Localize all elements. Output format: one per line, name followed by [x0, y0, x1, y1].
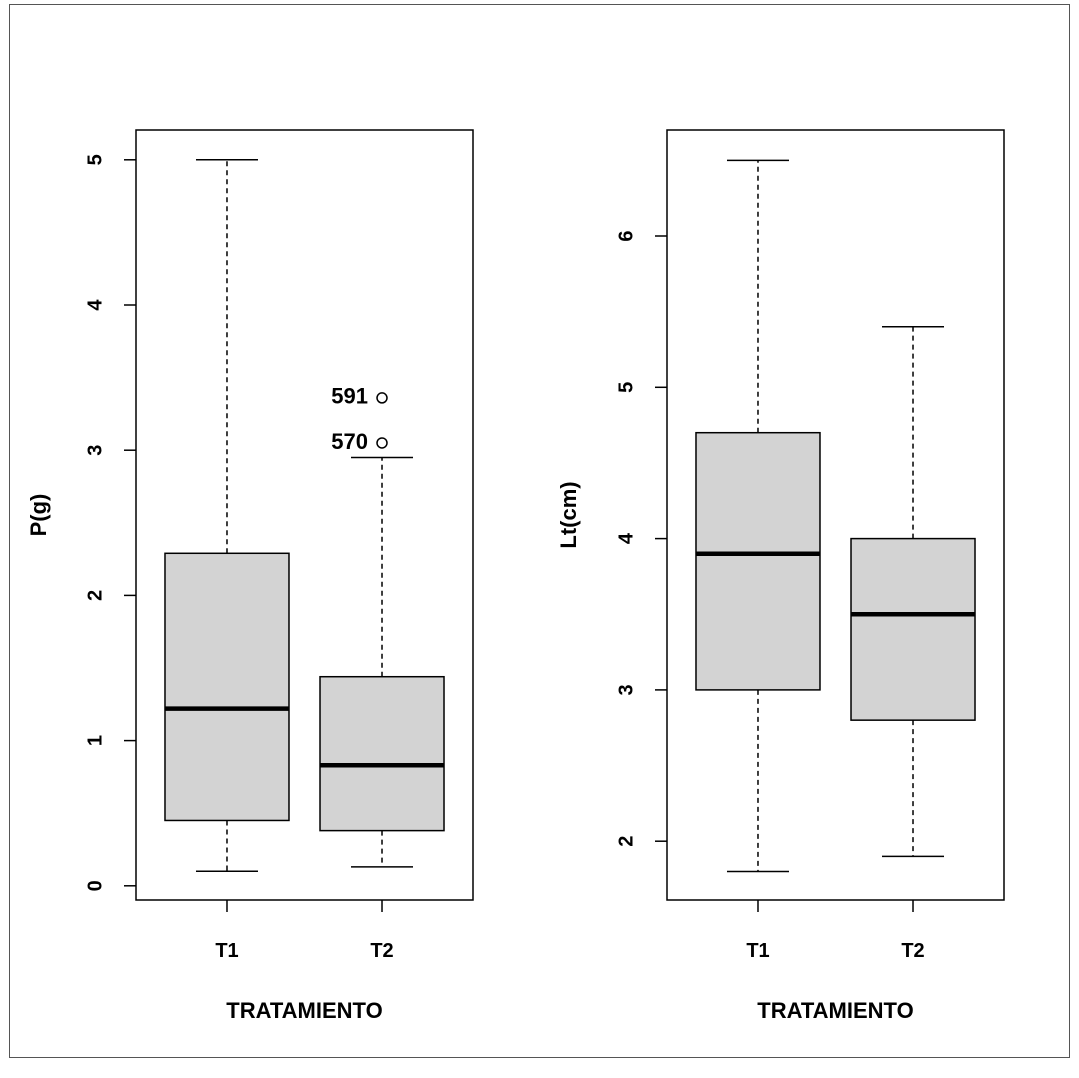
- outlier-point: [376, 437, 388, 449]
- y-axis-label-weight: P(g): [26, 494, 51, 537]
- x-tick-label: T2: [901, 940, 924, 962]
- iqr-box: [850, 537, 976, 721]
- y-tick-label: 3: [84, 445, 106, 456]
- x-tick-label: T2: [370, 940, 393, 962]
- y-tick-label: 2: [615, 836, 637, 847]
- y-tick-label: 4: [615, 532, 637, 544]
- outlier-point: [376, 392, 388, 404]
- y-tick-label: 5: [84, 154, 106, 165]
- figure-frame: [9, 4, 1070, 1058]
- iqr-box: [164, 552, 290, 822]
- panel-weight: P(g) TRATAMIENTO 0 1 2 3 4 5 T1 T2 591 570: [26, 129, 474, 1023]
- iqr-box: [695, 431, 821, 691]
- y-axis-label-length: Lt(cm): [556, 481, 581, 548]
- y-tick-label: 4: [84, 299, 106, 311]
- y-tick-label: 2: [84, 590, 106, 601]
- box-marks-length: 2 3 4 5 6 T1 T2: [615, 159, 976, 962]
- x-axis-label-length: TRATAMIENTO: [757, 998, 913, 1023]
- x-tick-label: T1: [215, 940, 238, 962]
- y-tick-label: 6: [615, 230, 637, 241]
- panel-length: Lt(cm) TRATAMIENTO 2 3 4 5 6 T1 T2: [556, 129, 1005, 1023]
- y-tick-label: 3: [615, 684, 637, 695]
- outlier-label: 570: [331, 429, 368, 454]
- outlier-label: 591: [331, 384, 368, 409]
- y-tick-label: 0: [84, 880, 106, 891]
- plot-area-length: [666, 129, 1005, 901]
- x-axis-label-weight: TRATAMIENTO: [226, 998, 382, 1023]
- iqr-box: [319, 675, 445, 832]
- y-tick-label: 1: [84, 735, 106, 746]
- plot-area-weight: [135, 129, 474, 901]
- y-tick-label: 5: [615, 382, 637, 393]
- box-marks-weight: 0 1 2 3 4 5 T1 T2 591 570: [84, 154, 445, 962]
- x-tick-label: T1: [746, 940, 769, 962]
